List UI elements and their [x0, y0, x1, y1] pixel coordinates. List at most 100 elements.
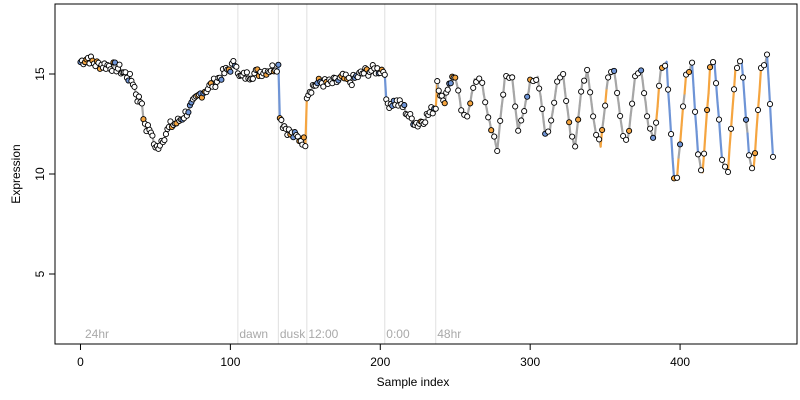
- data-point: [566, 119, 573, 126]
- data-point: [575, 116, 582, 123]
- series-line-segment: [746, 132, 751, 157]
- data-point: [515, 127, 522, 134]
- series-line-segment: [656, 84, 661, 108]
- data-point: [524, 93, 531, 100]
- data-point: [494, 147, 501, 155]
- data-point: [692, 108, 699, 115]
- data-points: [77, 51, 777, 182]
- x-tick-label: 300: [520, 355, 540, 369]
- series-line-segment: [767, 77, 772, 106]
- data-point: [551, 99, 558, 106]
- data-point: [647, 125, 654, 132]
- data-point: [590, 113, 597, 120]
- data-point: [408, 115, 415, 122]
- data-point: [135, 93, 142, 100]
- data-point: [521, 108, 528, 115]
- data-point: [509, 74, 516, 81]
- data-point: [760, 62, 768, 69]
- x-tick-label: 200: [370, 355, 390, 369]
- series-line-segment: [753, 128, 758, 155]
- data-point: [707, 64, 714, 71]
- data-point: [614, 89, 621, 96]
- series-line-segment: [756, 89, 761, 112]
- series-line-segment: [707, 66, 712, 95]
- series-line-segment: [668, 109, 673, 136]
- series-line-segment: [693, 110, 698, 133]
- data-point: [596, 136, 603, 143]
- data-point: [644, 113, 651, 120]
- data-point: [162, 131, 169, 138]
- data-point: [716, 116, 723, 123]
- data-point: [447, 80, 454, 87]
- data-point: [605, 74, 612, 81]
- data-point: [686, 68, 693, 76]
- series-line-segment: [770, 131, 775, 158]
- data-point: [300, 134, 307, 141]
- data-point: [131, 83, 138, 90]
- data-point: [422, 119, 429, 126]
- annotation-labels: 24hr dawn dusk 12:00 0:00 48hr: [85, 327, 461, 341]
- annotation-label: 48hr: [437, 327, 461, 341]
- data-point: [497, 117, 504, 124]
- data-point: [381, 71, 388, 78]
- data-point: [674, 174, 681, 181]
- data-point: [273, 68, 280, 75]
- data-point: [554, 78, 561, 85]
- data-point: [302, 143, 309, 150]
- data-point: [482, 99, 489, 106]
- data-point: [626, 127, 633, 134]
- series-line-segment: [666, 88, 671, 112]
- series-line-segment: [678, 124, 683, 146]
- data-point: [491, 133, 498, 140]
- series-line-segment: [702, 130, 707, 155]
- data-point: [736, 58, 744, 65]
- series-line-segment: [683, 73, 688, 95]
- x-tick-label: 400: [670, 355, 690, 369]
- data-point: [638, 67, 645, 74]
- data-point: [138, 100, 145, 107]
- data-point: [724, 168, 732, 176]
- data-point: [434, 78, 441, 85]
- data-point: [689, 59, 696, 66]
- data-point: [249, 75, 256, 82]
- data-point: [677, 141, 684, 148]
- data-point: [476, 75, 483, 82]
- data-point: [721, 163, 729, 170]
- series-line-segment: [743, 97, 748, 121]
- series-line-segment: [726, 146, 731, 174]
- data-point: [545, 128, 552, 135]
- series-line-segment: [758, 66, 763, 93]
- data-point: [536, 85, 543, 92]
- data-point: [602, 102, 609, 109]
- series-line-segment: [732, 66, 737, 91]
- data-point: [116, 61, 123, 68]
- data-point: [275, 61, 282, 68]
- series-line-segment: [695, 130, 700, 156]
- series-line-segment: [731, 88, 736, 110]
- data-point: [599, 126, 606, 134]
- y-tick-label: 10: [33, 167, 47, 181]
- plot-frame: [54, 3, 798, 345]
- x-tick-label: 0: [77, 355, 84, 369]
- data-point: [650, 134, 657, 141]
- data-point: [662, 62, 669, 69]
- data-point: [710, 59, 717, 66]
- series-line-segment: [729, 107, 734, 130]
- data-point: [563, 97, 570, 105]
- data-point: [569, 133, 576, 140]
- x-tick-label: 100: [220, 355, 240, 369]
- data-point: [500, 91, 507, 98]
- data-point: [533, 76, 540, 83]
- x-axis-label: Sample index: [377, 375, 450, 389]
- data-point: [653, 119, 660, 126]
- series-line-segment: [383, 73, 388, 101]
- annotation-label: 0:00: [386, 327, 410, 341]
- data-point: [452, 74, 459, 81]
- data-point: [766, 101, 774, 108]
- annotation-label: dusk: [280, 327, 306, 341]
- y-axis: 5 10 15: [33, 67, 55, 277]
- data-point: [149, 132, 156, 139]
- data-point: [748, 165, 756, 172]
- data-point: [769, 153, 777, 160]
